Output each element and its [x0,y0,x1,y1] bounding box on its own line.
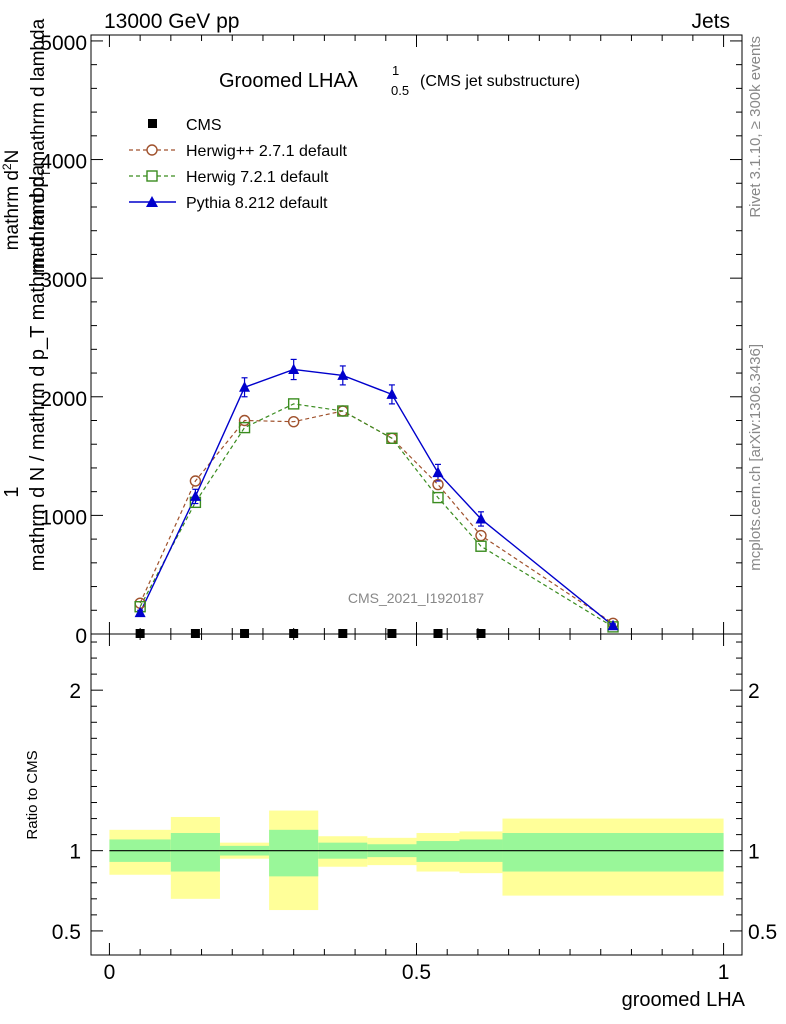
category-label: Jets [691,10,730,33]
point-herwig7 [287,398,300,410]
ylabel-top: 1 [1,486,23,497]
main-ytick-label: 5000 [40,32,87,55]
ylabel-denominator-sub: T [39,169,53,177]
title-main: Groomed LHA [219,70,347,92]
ratio-ytick-label-right: 1 [748,841,760,864]
energy-label: 13000 GeV pp [104,10,239,33]
point-pythia [189,490,201,501]
ylabel-bottom: mathrm d N / mathrm d p_T mathrm d lambd… [27,164,49,571]
legend-marker-pythia [146,196,158,207]
legend: CMS Herwig++ 2.7.1 default Herwig 7.2.1 … [129,117,348,212]
main-ytick-label: 3000 [40,269,87,292]
ylabel-denominator: mathrm d p [28,177,49,273]
ratio-band-inner [170,833,220,872]
ratio-xtick-label: 0.5 [402,961,431,984]
svg-text:mathrm d2N: mathrm d2N [0,150,23,251]
ylabel-denominator-tail: mathrm d lambda [28,18,49,166]
ratio-ytick-label-right: 2 [748,680,760,703]
series-line-herwig7 [139,403,614,628]
point-herwigpp [287,415,300,428]
point-pythia [288,363,300,374]
ratio-band-inner [502,833,724,872]
point-herwig7 [238,421,251,434]
point-pythia [432,466,444,478]
point-herwig7 [386,432,398,444]
legend-marker-herwigpp [146,144,158,156]
ratio-xtick-label: 1 [718,961,730,984]
legend-entry-herwigpp: Herwig++ 2.7.1 default [129,143,348,160]
legend-marker-herwig7 [146,170,158,182]
ratio-band-inner [416,841,460,862]
ratio-band-inner [269,829,319,877]
ratio-frame [90,633,743,956]
rivet-label: Rivet 3.1.10, ≥ 300k events [747,36,764,218]
main-ylabel: 1 mathrm d N / mathrm d p_T mathrm d lam… [0,18,53,571]
point-pythia [475,512,487,524]
main-ytick-label: 0 [75,625,87,648]
main-ytick-label: 2000 [40,388,87,411]
ratio-ytick-label: 1 [69,841,81,864]
point-herwigpp [432,478,444,491]
legend-label-herwig7: Herwig 7.2.1 default [186,169,329,186]
x-axis-label: groomed LHA [622,989,746,1011]
plot-title: Groomed LHAλ 1 0.5 (CMS jet substructure… [219,63,580,98]
svg-text:mathrm d pTmathrm d lambda: mathrm d pTmathrm d lambda [28,18,53,273]
legend-entry-cms: CMS [148,117,222,134]
main-ytick-label: 1000 [40,506,87,529]
point-herwig7 [337,405,349,417]
legend-label-pythia: Pythia 8.212 default [186,195,328,212]
ratio-ytick-label-right: 0.5 [748,921,777,944]
ratio-ylabel: Ratio to CMS [24,750,41,839]
point-herwig7 [432,491,444,504]
point-pythia [239,381,251,392]
legend-entry-pythia: Pythia 8.212 default [129,195,328,212]
title-sup: 1 [392,63,399,78]
point-pythia [134,606,146,618]
ratio-ytick-label: 0.5 [52,921,81,944]
mcplots-label: mcplots.cern.ch [arXiv:1306.3436] [747,344,764,571]
series-line-pythia [139,368,614,627]
ratio-axes: 0.5 0.5 1 1 2 2 0 0.5 1 [52,633,777,984]
legend-marker-cms [148,119,157,128]
legend-label-cms: CMS [186,117,222,134]
point-herwigpp [189,475,202,487]
point-pythia [607,619,619,631]
ylabel-numerator-sup: 2 [0,163,14,170]
svg-text:Groomed LHAλ: Groomed LHAλ [219,67,358,92]
title-lambda: λ [347,67,358,92]
ylabel-numerator-tail: N [2,150,23,164]
ratio-bands [109,810,724,911]
point-pythia [386,388,398,399]
legend-entry-herwig7: Herwig 7.2.1 default [129,169,329,186]
main-axes: 0 1000 2000 3000 4000 5000 [40,32,743,648]
point-herwigpp [238,414,251,427]
title-suffix: (CMS jet substructure) [420,73,580,90]
point-herwig7 [475,540,487,552]
ratio-xtick-label: 0 [104,961,116,984]
analysis-watermark: CMS_2021_I1920187 [348,590,484,606]
main-ytick-label: 4000 [40,151,87,174]
ylabel-numerator: mathrm d [2,170,23,250]
point-pythia [337,369,349,380]
title-sub: 0.5 [391,83,409,98]
legend-label-herwigpp: Herwig++ 2.7.1 default [186,143,348,160]
ratio-ytick-label: 2 [69,680,81,703]
